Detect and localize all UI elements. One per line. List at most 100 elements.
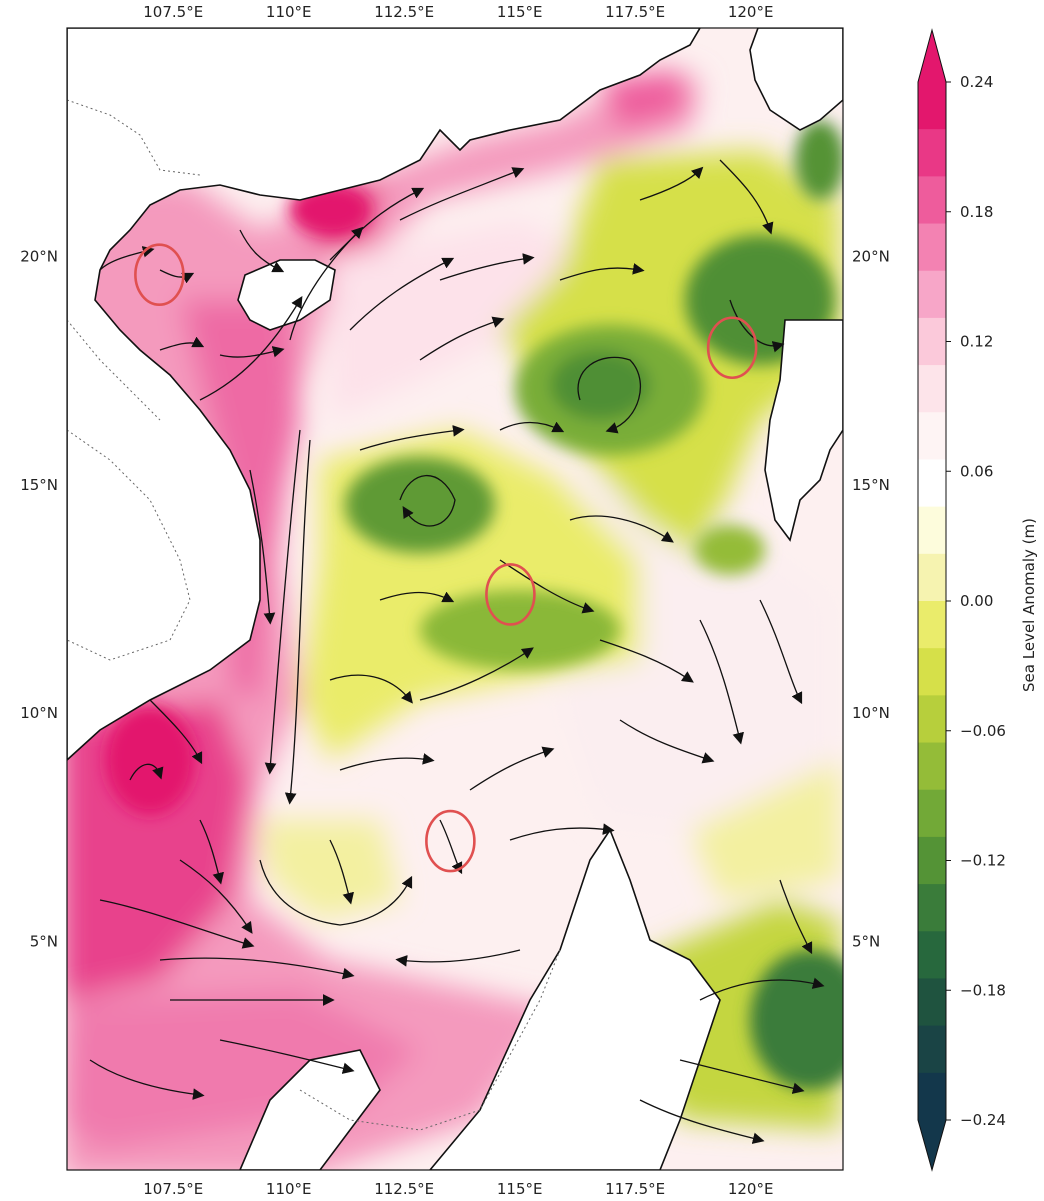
colorbar-segment <box>918 978 946 1027</box>
y-tick-label-left: 20°N <box>20 247 58 265</box>
highlight-circles <box>134 243 758 873</box>
streamline <box>259 859 413 926</box>
x-tick-label-top: 112.5°E <box>374 3 434 21</box>
streamline <box>329 674 413 704</box>
colorbar-extend-min <box>918 1120 946 1170</box>
streamline <box>219 346 285 358</box>
highlight-circle-south-borneo-shelf <box>425 809 476 873</box>
colorbar-segment <box>918 553 946 602</box>
colorbar-tick-label: 0.24 <box>960 73 993 91</box>
colorbar-segment <box>918 836 946 885</box>
streamline <box>399 475 456 527</box>
colorbar-segment <box>918 601 946 649</box>
streamline <box>129 763 164 781</box>
sla-field-core <box>105 120 843 1090</box>
x-tick-label-bottom: 107.5°E <box>143 1180 203 1198</box>
y-tick-label-left: 10°N <box>20 704 58 722</box>
streamline <box>99 899 255 949</box>
colorbar-segment <box>918 884 946 932</box>
streamline <box>329 187 425 261</box>
streamline <box>679 1059 805 1094</box>
streamline <box>619 719 715 764</box>
streamline <box>159 957 355 980</box>
streamline <box>759 599 803 705</box>
colorbar-tick-label: −0.18 <box>960 981 1006 999</box>
streamline <box>219 1039 355 1074</box>
colorbar-segment <box>918 506 946 555</box>
streamline <box>639 1099 765 1144</box>
x-tick-label-top: 115°E <box>497 3 543 21</box>
colorbar-segment <box>918 695 946 744</box>
streamline <box>439 819 463 875</box>
streamline <box>159 336 205 351</box>
streamline <box>419 647 534 701</box>
streamline <box>499 421 565 433</box>
colorbar-segment <box>918 412 946 461</box>
colorbar-tick-label: 0.12 <box>960 333 993 351</box>
y-tick-label-right: 10°N <box>852 704 890 722</box>
land-borneo <box>428 828 721 1170</box>
streamline <box>349 257 455 331</box>
streamline <box>469 746 555 791</box>
x-tick-label-top: 120°E <box>728 3 774 21</box>
land <box>67 28 843 1170</box>
country-borders <box>67 99 561 1131</box>
x-tick-label-bottom: 120°E <box>728 1180 774 1198</box>
streamline <box>284 439 311 805</box>
streamline <box>329 839 354 905</box>
streamline <box>719 159 774 235</box>
land-hainan <box>237 259 336 331</box>
colorbar-tick-label: −0.24 <box>960 1111 1006 1129</box>
streamline <box>159 269 195 284</box>
colorbar-segment <box>918 129 946 177</box>
highlight-circle-gulf-of-tonkin <box>134 243 185 306</box>
streamline <box>569 515 674 543</box>
colorbar-tick-label: 0.00 <box>960 592 993 610</box>
colorbar-tick-label: −0.12 <box>960 852 1006 870</box>
colorbar-extend-max <box>918 30 946 82</box>
y-tick-label-left: 5°N <box>30 933 58 951</box>
land-mainland-north <box>67 28 701 762</box>
highlight-circle-luzon-west <box>706 316 758 380</box>
colorbar-segment <box>918 648 946 696</box>
x-ticks-bottom: 107.5°E 110°E 112.5°E 115°E 117.5°E 120°E <box>143 1180 773 1198</box>
x-tick-label-top: 107.5°E <box>143 3 203 21</box>
streamline <box>239 229 285 273</box>
streamline <box>379 591 455 603</box>
streamline <box>359 425 465 451</box>
streamline <box>699 619 744 745</box>
x-tick-label-bottom: 117.5°E <box>605 1180 665 1198</box>
y-tick-label-right: 20°N <box>852 247 890 265</box>
colorbar-segment <box>918 270 946 319</box>
x-tick-label-top: 117.5°E <box>605 3 665 21</box>
current-streamlines <box>89 159 825 1144</box>
streamline <box>699 977 825 1001</box>
y-tick-label-right: 15°N <box>852 476 890 494</box>
colorbar-tick-label: −0.06 <box>960 722 1006 740</box>
streamline <box>577 356 642 434</box>
colorbar-segment <box>918 317 946 366</box>
streamline <box>499 559 595 614</box>
streamline <box>249 469 276 625</box>
highlight-circle-central-basin <box>485 563 536 626</box>
streamline <box>599 639 694 683</box>
colorbar-segment <box>918 789 946 838</box>
land-luzon <box>764 319 843 542</box>
y-tick-label-left: 15°N <box>20 476 58 494</box>
x-tick-label-bottom: 112.5°E <box>374 1180 434 1198</box>
colorbar-tick-label: 0.06 <box>960 462 993 480</box>
y-tick-label-right: 5°N <box>852 933 880 951</box>
streamline <box>199 819 224 885</box>
streamline <box>509 823 615 841</box>
streamline <box>179 859 253 934</box>
x-tick-label-bottom: 110°E <box>266 1180 312 1198</box>
streamline <box>639 166 704 201</box>
streamline <box>395 949 521 967</box>
colorbar-segment <box>918 1072 946 1121</box>
streamline <box>149 699 203 765</box>
x-tick-label-top: 110°E <box>266 3 312 21</box>
streamline <box>89 1059 205 1100</box>
land-malaysia <box>239 1049 381 1170</box>
map-panel <box>67 28 843 1170</box>
